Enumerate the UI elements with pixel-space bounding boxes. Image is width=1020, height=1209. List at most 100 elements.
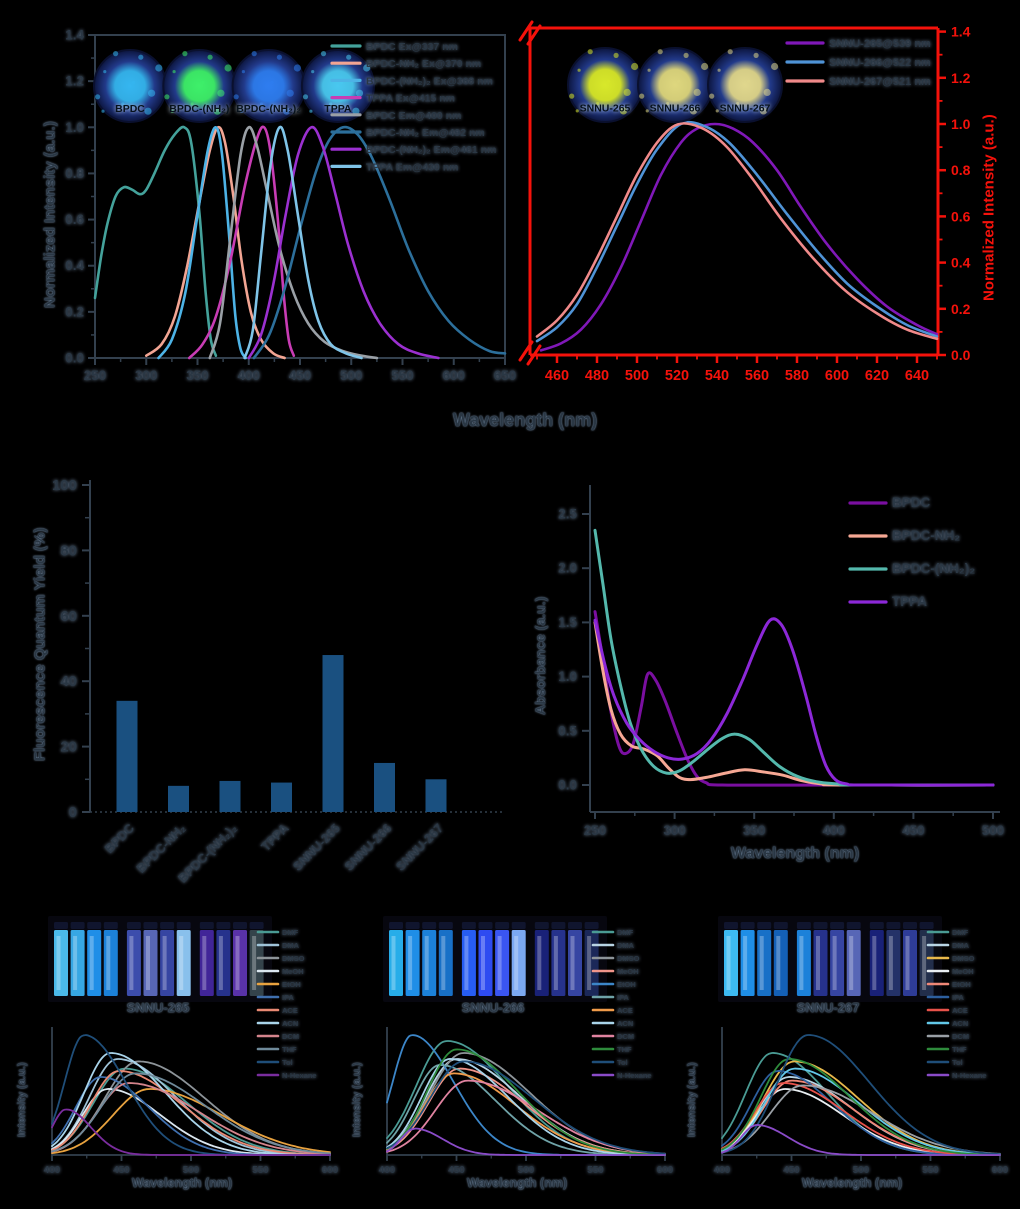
cuvette	[422, 930, 437, 996]
legend-label-THF: THF	[617, 1045, 632, 1054]
legend-label-DCM: DCM	[617, 1032, 634, 1041]
x-tick-label: 560	[745, 368, 769, 384]
sample-label-SNNU-265: SNNU-265	[580, 103, 631, 115]
cuvette	[511, 930, 526, 996]
legend-label-ACE: ACE	[617, 1006, 633, 1015]
sample-label-BPDC: BPDC	[115, 103, 145, 115]
snnu-266-solvent-chart: 400 450 500 550 600 DMF DMA DMSO MeOH EtOH IPA ACE A…	[379, 916, 674, 1176]
powder-speckle	[613, 52, 619, 59]
legend-label-EtOH: EtOH	[617, 980, 636, 989]
axis-break-mark	[526, 344, 542, 366]
snnu-267-solvent-chart: 400 450 500 550 600 DMF DMA DMSO MeOH EtOH IPA ACE A…	[714, 916, 1009, 1176]
series-TPPA Em@430 nm	[243, 125, 363, 360]
powder-speckle	[677, 79, 681, 83]
legend-label-EtOH: EtOH	[952, 980, 971, 989]
legend-label-ACN: ACN	[282, 1019, 298, 1028]
y-tick-label: 1.2	[65, 74, 84, 89]
powder-speckle	[213, 107, 221, 115]
series-THF	[386, 1048, 666, 1156]
legend-label-BPDC-(NH₂)₂ Em@461 nm: BPDC-(NH₂)₂ Em@461 nm	[366, 144, 496, 156]
cuvette-cap	[233, 922, 247, 929]
legend-label-BPDC-(NH₂)₂ Ex@368 nm: BPDC-(NH₂)₂ Ex@368 nm	[366, 75, 493, 87]
cuvette	[551, 930, 566, 996]
cuvette-cap	[903, 922, 917, 929]
legend-label-SNNU-265@539 nm: SNNU-265@539 nm	[829, 38, 931, 50]
powder-speckle	[251, 51, 257, 57]
legend-label-EtOH: EtOH	[282, 980, 301, 989]
cuvette-highlight	[497, 936, 502, 990]
cuvette-highlight	[441, 936, 446, 990]
x-tick-label: 450	[289, 368, 312, 383]
y-tick-label: 1.5	[558, 615, 577, 630]
powder-speckle	[631, 62, 639, 71]
cuvette-highlight	[408, 936, 413, 990]
cuvette-highlight	[89, 936, 94, 990]
x-tick-label: 400	[379, 1165, 396, 1176]
cuvette	[796, 930, 811, 996]
panel-2-title: SNNU-266	[461, 1000, 525, 1015]
x-tick-label: 450	[113, 1165, 130, 1176]
cuvette-cap	[54, 922, 68, 929]
y-tick-label: 0.4	[65, 258, 84, 273]
legend-label-IPA: IPA	[952, 993, 965, 1002]
cuvette	[233, 930, 247, 996]
series-SNNU-265@539 nm	[539, 122, 939, 352]
powder-speckle	[747, 79, 751, 83]
y-tick-label: 1.0	[558, 669, 577, 684]
powder-speckle	[259, 102, 263, 106]
cuvette-cap	[740, 922, 755, 929]
y-tick-label: 1.2	[951, 70, 971, 86]
panel-3-x-axis-label: Wavelength (nm)	[801, 1176, 903, 1190]
y-tick-label: 1.0	[951, 116, 971, 132]
legend-label-BPDC: BPDC	[892, 495, 931, 510]
cuvette	[757, 930, 772, 996]
legend-label-MeOH: MeOH	[952, 967, 974, 976]
series-BPDC Ex@337 nm	[93, 125, 218, 357]
y-tick-label: 0	[69, 804, 77, 821]
cuvette-cap	[422, 922, 437, 929]
x-tick-label: 650	[494, 368, 517, 383]
cuvette	[126, 930, 141, 996]
legend-label-N-Hexane: N-Hexane	[282, 1071, 317, 1080]
powder-speckle	[270, 80, 274, 84]
category-label: SNNU-267	[393, 821, 446, 874]
y-tick-label: 0.4	[951, 255, 971, 271]
legend-label-BPDC-NH₂ Ex@370 nm: BPDC-NH₂ Ex@370 nm	[366, 58, 481, 70]
powder-speckle	[701, 62, 709, 71]
powder-speckle	[683, 52, 689, 59]
powder-speckle	[217, 89, 225, 97]
cuvette-highlight	[849, 936, 854, 990]
x-tick-label: 500	[518, 1165, 535, 1176]
powder-speckle	[224, 64, 232, 72]
cuvette	[830, 930, 845, 996]
cuvette-cap	[869, 922, 884, 929]
x-tick-label: 250	[84, 368, 107, 383]
series-BPDC-(NH₂)₂ Em@461 nm	[247, 125, 440, 360]
axis-break-mark	[526, 24, 542, 46]
cuvette-highlight	[726, 936, 731, 990]
cuvette-highlight	[743, 936, 748, 990]
legend-label-IPA: IPA	[617, 993, 630, 1002]
panel-1-title: SNNU-265	[126, 1000, 190, 1015]
legend-label-DMSO: DMSO	[952, 954, 975, 963]
category-label: TPPA	[259, 821, 292, 854]
cuvette-cap	[796, 922, 811, 929]
x-tick-label: 460	[545, 368, 569, 384]
cuvette-highlight	[587, 936, 592, 990]
cuvette-cap	[160, 922, 175, 929]
x-tick-label: 300	[663, 823, 686, 838]
y-tick-label: 0.0	[558, 778, 577, 793]
powder-speckle	[596, 101, 600, 106]
category-label: BPDC-NH₂	[134, 821, 189, 876]
y-tick-label: 0.0	[65, 351, 84, 366]
y-tick-label: 100	[52, 477, 77, 494]
series-ACN	[386, 1058, 666, 1156]
legend-label-DMF: DMF	[282, 928, 299, 937]
cuvette-cap	[249, 922, 264, 929]
sample-label-BPDC-(NH₂): BPDC-(NH₂)	[169, 103, 229, 115]
series-EtOH	[51, 1088, 331, 1155]
series-BPDC-NH₂ Em@492 nm	[252, 125, 507, 360]
top-shared-x-axis-label: Wavelength (nm)	[452, 410, 598, 430]
absorbance-chart: 250 300 350 400 450 500 0.0 0.5 1.0 1.5 2.0 2.5 BPDC…	[558, 485, 1004, 838]
legend-label-SNNU-267@521 nm: SNNU-267@521 nm	[829, 76, 931, 88]
